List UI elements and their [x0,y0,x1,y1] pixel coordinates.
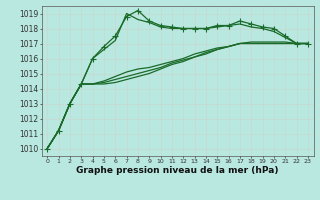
X-axis label: Graphe pression niveau de la mer (hPa): Graphe pression niveau de la mer (hPa) [76,166,279,175]
